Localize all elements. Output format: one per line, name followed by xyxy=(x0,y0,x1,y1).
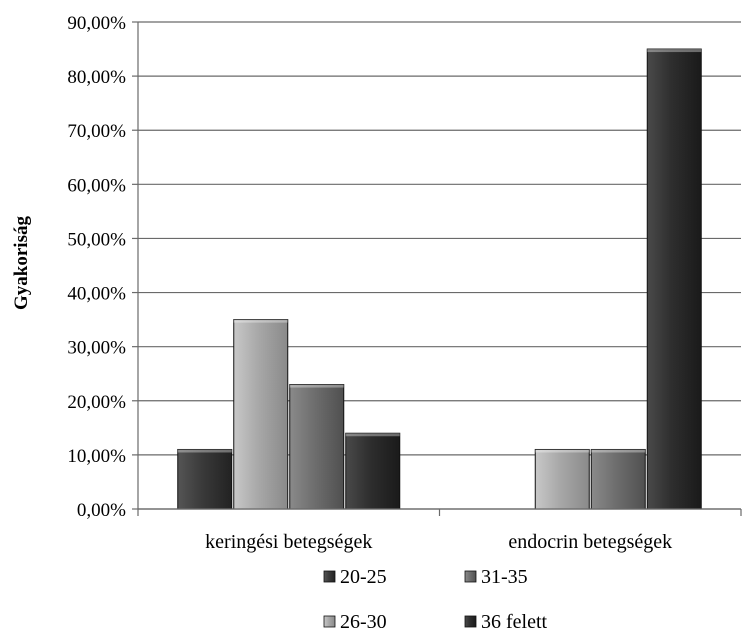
y-tick-label: 90,00% xyxy=(67,13,126,34)
y-axis-ticks: 0,00% 10,00% 20,00% 30,00% 40,00% 50,00% 60,00… xyxy=(67,13,138,521)
y-tick-label: 60,00% xyxy=(67,175,126,196)
y-tick-label: 80,00% xyxy=(67,67,126,88)
y-tick-label: 50,00% xyxy=(67,229,126,250)
legend-label: 36 felett xyxy=(481,611,548,633)
legend-swatch xyxy=(464,570,477,583)
y-tick-label: 70,00% xyxy=(67,121,126,142)
y-tick-label: 30,00% xyxy=(67,338,126,359)
legend-swatch xyxy=(464,615,477,628)
bar-20-25 xyxy=(177,448,233,510)
legend-swatch xyxy=(323,570,336,583)
bar-26-30 xyxy=(233,319,289,510)
bar-31-35 xyxy=(590,448,646,510)
y-tick-label: 0,00% xyxy=(77,500,126,521)
y-tick-label: 40,00% xyxy=(67,284,126,305)
axes xyxy=(137,22,742,516)
legend-swatch xyxy=(323,615,336,628)
legend-label: 31-35 xyxy=(481,566,528,588)
bar-highlight xyxy=(233,319,288,323)
legend-label: 20-25 xyxy=(340,566,387,588)
bar-36-felett xyxy=(345,432,401,510)
bar-36-felett xyxy=(646,48,702,510)
bar-highlight xyxy=(535,449,590,453)
bar-highlight xyxy=(591,449,646,453)
x-category-label: keringési betegségek xyxy=(205,531,372,553)
legend-label: 26-30 xyxy=(340,611,387,633)
bar-26-30 xyxy=(534,448,590,510)
x-category-label: endocrin betegségek xyxy=(508,531,672,553)
legend: 20-25 31-35 26-30 36 felett xyxy=(323,566,548,633)
y-axis-label: Gyakoriság xyxy=(11,216,32,310)
bar-highlight xyxy=(289,384,344,388)
y-tick-label: 10,00% xyxy=(67,446,126,467)
bar-highlight xyxy=(177,449,232,453)
bars xyxy=(177,48,702,510)
bar-highlight xyxy=(647,49,702,53)
y-tick-label: 20,00% xyxy=(67,392,126,413)
bar-highlight xyxy=(345,433,400,437)
bar-31-35 xyxy=(289,384,345,510)
x-axis-labels: keringési betegségek endocrin betegségek xyxy=(205,531,672,553)
